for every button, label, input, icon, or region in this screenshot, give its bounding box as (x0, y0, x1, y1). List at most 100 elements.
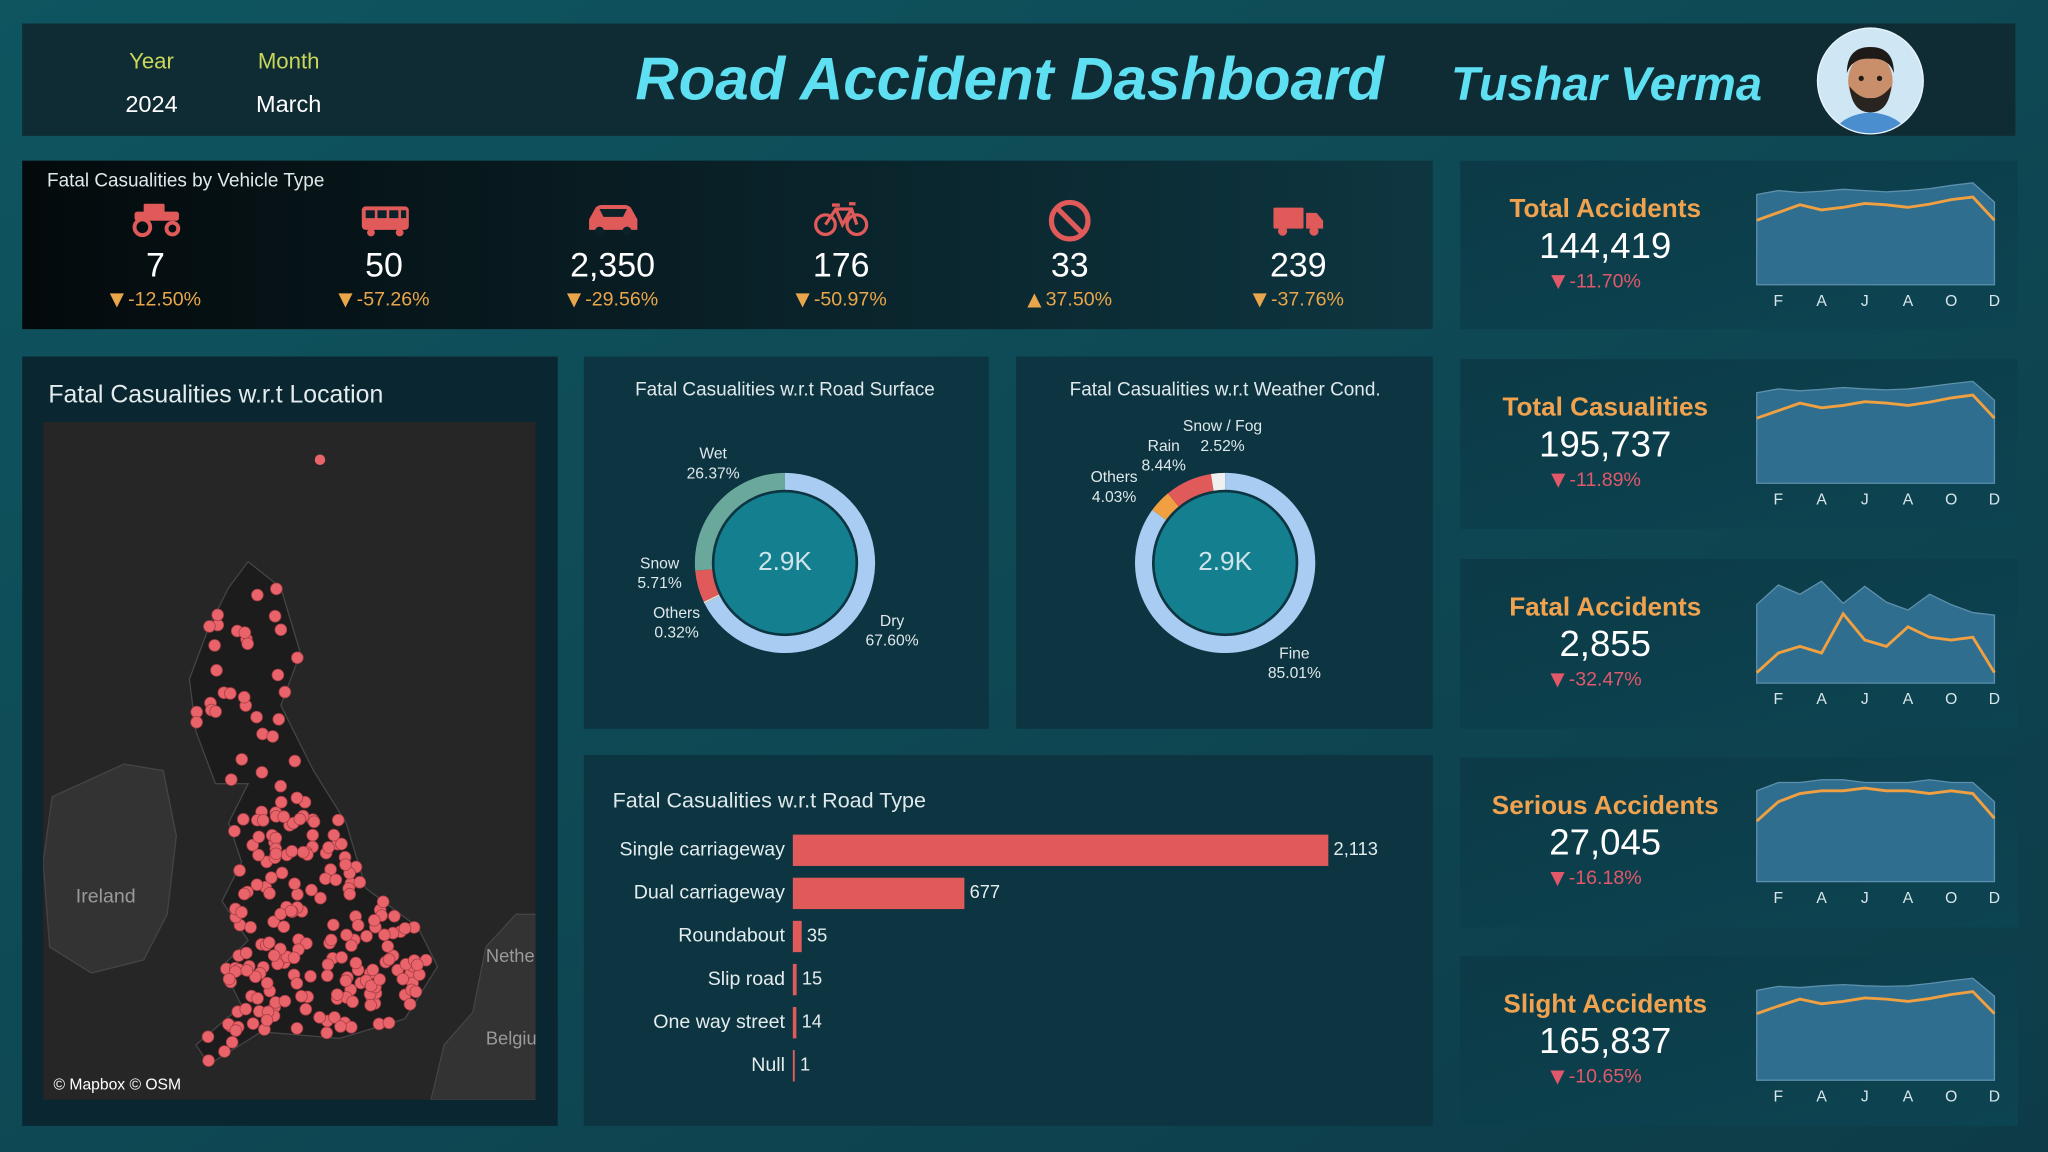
map-dot (274, 795, 288, 809)
x-tick-label: D (1989, 691, 2000, 708)
map-dot (190, 715, 203, 729)
map-dot (224, 687, 237, 700)
map-dot (327, 828, 341, 842)
map-dot (240, 946, 253, 960)
map-dot (388, 909, 401, 923)
map-dot (263, 887, 276, 900)
trend-arrow (1551, 473, 1566, 488)
change-label: -57.26% (357, 289, 430, 311)
map-dot (225, 1035, 239, 1049)
map-dot (270, 582, 283, 596)
map-dot (295, 990, 308, 1003)
segment-label: Wet (699, 446, 727, 463)
map-dot (203, 620, 216, 633)
trend-arrow (1551, 275, 1566, 290)
map-attribution: © Mapbox © OSM (54, 1077, 181, 1094)
y-tick-label: Roundabout (678, 925, 785, 947)
map-dot (334, 1020, 347, 1033)
map-dot (299, 1002, 313, 1016)
bus-icon (361, 206, 409, 237)
bar (792, 1007, 797, 1039)
chart-title: Fatal Casualities w.r.t Road Surface (635, 380, 935, 401)
panel-title: Fatal Casualities w.r.t Location (48, 381, 383, 408)
kpi-title: Total Casualities (1502, 392, 1708, 422)
map-dot (241, 637, 254, 651)
map-dot (382, 1016, 396, 1030)
bar (792, 920, 802, 953)
map-dot (291, 888, 304, 901)
data-label: 2,113 (1334, 838, 1378, 859)
change-label: -10.65% (1569, 1066, 1642, 1088)
vehicle-value: 176 (813, 247, 870, 285)
map-dot (353, 876, 367, 889)
donut-center (714, 492, 856, 634)
map-dot (343, 887, 357, 901)
map-dot (403, 997, 417, 1011)
map-dot (330, 988, 344, 1001)
trend-arrow (109, 293, 124, 308)
segment-value: 4.03% (1092, 489, 1136, 506)
map-dot (262, 936, 276, 949)
x-tick-label: D (1989, 1088, 2000, 1105)
map-dot (322, 841, 335, 854)
map-dot (278, 685, 292, 699)
map-dot (396, 972, 410, 986)
segment-label: Rain (1148, 438, 1180, 455)
donut-center-label: 2.9K (758, 546, 812, 576)
x-tick-label: A (1903, 293, 1914, 310)
map-label: Netherlands (486, 945, 585, 966)
data-label: 14 (802, 1011, 822, 1032)
map-dot (339, 858, 352, 871)
map-dot (255, 766, 269, 779)
data-label: 1 (800, 1054, 810, 1075)
month-label: Month (258, 49, 320, 74)
map: Ireland Netherlands Belgium © Mapbox © O… (43, 421, 585, 1100)
map-dot (366, 963, 380, 977)
map-dot (345, 1020, 358, 1034)
x-tick-label: O (1945, 890, 1957, 907)
map-dot (382, 953, 396, 966)
segment-value: 8.44% (1142, 457, 1186, 474)
map-dot (296, 845, 310, 859)
map-dot (287, 951, 301, 965)
truck-icon (1273, 207, 1324, 236)
map-dot (256, 814, 270, 827)
map-dot (244, 921, 257, 934)
x-tick-label: O (1945, 691, 1957, 708)
map-dot (201, 1030, 215, 1044)
x-tick-label: F (1774, 293, 1784, 310)
x-tick-label: J (1861, 293, 1869, 310)
map-dot (360, 929, 373, 943)
x-tick-label: F (1774, 1088, 1784, 1105)
map-dot (229, 1024, 243, 1037)
land (188, 560, 439, 1066)
x-tick-label: A (1816, 890, 1827, 907)
vehicle-value: 7 (146, 247, 165, 285)
kpi-title: Serious Accidents (1492, 790, 1719, 820)
map-dot (321, 969, 334, 982)
kpi-value: 2,855 (1559, 623, 1651, 664)
map-dot (277, 920, 291, 933)
change-label: -37.76% (1271, 289, 1344, 311)
land (43, 763, 177, 974)
map-dot (250, 710, 263, 724)
x-tick-label: A (1816, 691, 1827, 708)
map-dot (367, 914, 381, 927)
change-label: -29.56% (585, 289, 658, 311)
kpi-title: Fatal Accidents (1509, 592, 1701, 622)
vehicle-icons (132, 199, 1324, 242)
map-dot (329, 873, 343, 887)
trend-arrow (1027, 293, 1042, 308)
change-label: -11.70% (1569, 270, 1640, 292)
map-dot (235, 905, 248, 919)
map-dot (328, 1011, 341, 1024)
map-dot (260, 1013, 274, 1027)
x-tick-label: F (1774, 890, 1784, 907)
x-tick-label: J (1861, 691, 1869, 708)
segment-label: Snow / Fog (1183, 418, 1262, 435)
trend-arrow (566, 293, 582, 308)
bar (792, 877, 965, 910)
author-name: Tushar Verma (1451, 57, 1762, 110)
map-dot (285, 845, 299, 858)
